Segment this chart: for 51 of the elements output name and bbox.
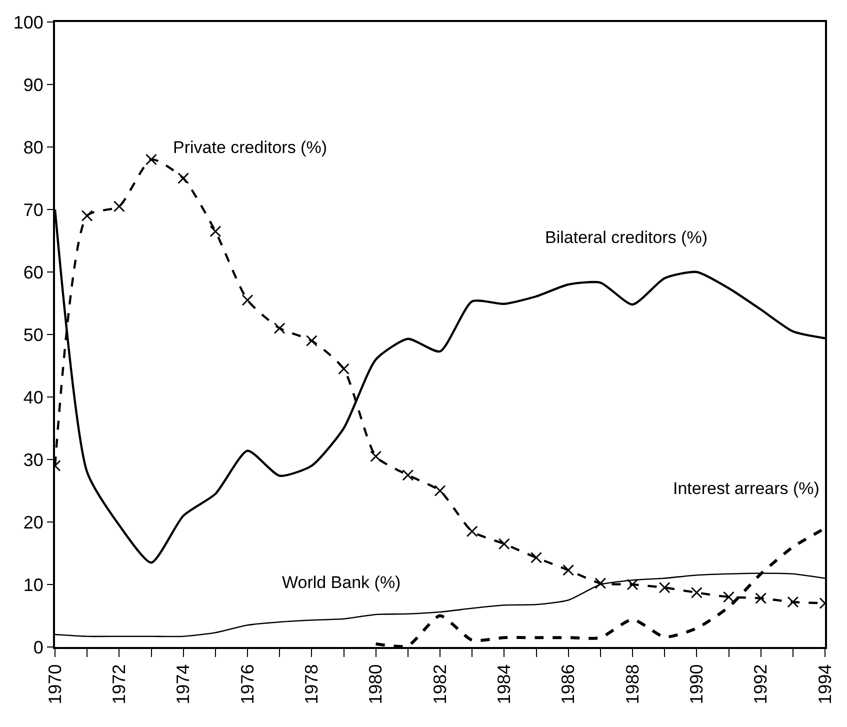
x-tick-label: 1988 [622, 664, 642, 704]
point [113, 200, 125, 212]
point [562, 564, 574, 576]
x-tick-label: 1984 [494, 664, 514, 704]
x-tick-label: 1978 [302, 664, 322, 704]
point [242, 294, 254, 306]
x-tick-label: 1980 [366, 664, 386, 704]
x-tick-label: 1974 [173, 664, 194, 704]
x-tick-label: 1982 [430, 664, 450, 704]
point [530, 552, 542, 564]
y-tick-label: 90 [23, 74, 44, 95]
y-tick-label: 80 [23, 137, 44, 158]
series-label: Interest arrears (%) [673, 479, 820, 498]
y-tick-label: 20 [23, 512, 44, 532]
point [658, 582, 670, 594]
y-tick-label: 70 [23, 200, 44, 220]
point [210, 226, 222, 238]
y-tick-label: 30 [23, 450, 44, 470]
point [787, 596, 799, 608]
y-tick-label: 10 [23, 574, 44, 595]
series-label: Private creditors (%) [173, 138, 327, 157]
y-tick-label: 40 [23, 387, 44, 408]
point [402, 469, 414, 481]
y-tick-label: 50 [23, 324, 44, 345]
x-tick-label: 1970 [44, 664, 65, 704]
y-tick-label: 60 [23, 262, 44, 282]
series-label: World Bank (%) [282, 573, 401, 592]
point [434, 485, 446, 496]
x-tick-label: 1986 [558, 664, 578, 704]
point [594, 578, 606, 589]
x-tick-label: 1992 [750, 664, 771, 704]
point [306, 335, 318, 346]
point [755, 592, 767, 604]
point [626, 578, 638, 590]
point [338, 363, 350, 375]
x-tick-label: 1990 [686, 664, 707, 704]
point [274, 322, 286, 334]
x-tick-label: 1976 [237, 664, 258, 704]
point [498, 538, 510, 550]
point [723, 591, 734, 603]
point [146, 154, 157, 166]
series-label: Bilateral creditors (%) [545, 228, 708, 247]
y-tick-label: 0 [33, 637, 44, 658]
point [466, 526, 478, 538]
x-tick-label: 1994 [814, 664, 835, 704]
point [81, 210, 93, 222]
x-tick-label: 1972 [109, 664, 130, 704]
y-tick-label: 100 [13, 12, 44, 32]
point [690, 586, 702, 598]
point [370, 450, 382, 462]
point [178, 172, 190, 184]
